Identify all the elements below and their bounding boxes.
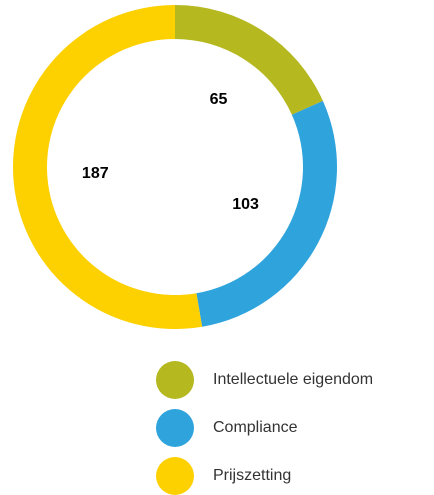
donut-segment <box>196 100 337 327</box>
legend-swatch <box>156 457 194 495</box>
legend-label: Prijszetting <box>213 467 291 484</box>
donut-segment <box>13 5 203 329</box>
legend-label: Compliance <box>213 419 298 436</box>
data-label: 103 <box>232 196 259 213</box>
legend-swatch <box>156 409 194 447</box>
legend-label: Intellectuele eigendom <box>213 371 373 388</box>
data-label: 65 <box>210 91 228 108</box>
donut-segment <box>175 5 323 115</box>
data-label: 187 <box>82 165 109 182</box>
legend-swatch <box>156 361 194 399</box>
